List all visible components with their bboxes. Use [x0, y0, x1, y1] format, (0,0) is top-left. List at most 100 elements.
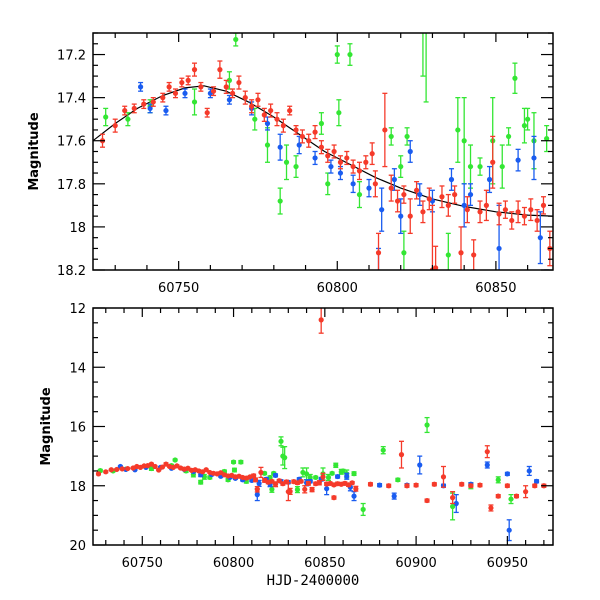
- data-point-green: [508, 493, 514, 505]
- data-point-red: [316, 480, 322, 486]
- marker: [512, 75, 518, 81]
- marker: [477, 163, 483, 170]
- marker: [483, 202, 489, 208]
- data-point-red: [440, 465, 447, 488]
- data-point-red: [344, 150, 350, 166]
- marker: [453, 500, 459, 507]
- marker: [398, 452, 405, 458]
- marker: [333, 462, 339, 468]
- data-point-red: [203, 467, 209, 473]
- data-point-blue: [531, 135, 537, 181]
- marker: [459, 481, 465, 487]
- marker: [251, 473, 257, 479]
- marker: [509, 310, 514, 315]
- data-point-green: [198, 479, 204, 485]
- data-point-red: [198, 81, 204, 92]
- data-point-red: [141, 99, 147, 110]
- data-point-blue: [277, 133, 283, 161]
- marker: [226, 77, 233, 83]
- data-point-red: [367, 481, 374, 487]
- marker: [230, 459, 237, 465]
- marker: [495, 477, 501, 483]
- axes-frame: [92, 307, 554, 546]
- marker: [299, 133, 305, 140]
- marker: [484, 462, 490, 468]
- marker: [252, 116, 258, 122]
- data-point-red: [249, 99, 255, 114]
- plot-area: [93, 33, 593, 402]
- marker: [560, 397, 565, 402]
- marker: [264, 120, 271, 127]
- data-point-red: [280, 118, 286, 133]
- marker: [532, 483, 538, 489]
- marker: [141, 101, 147, 107]
- data-point-blue: [515, 148, 521, 172]
- data-point-green: [325, 172, 331, 196]
- marker: [303, 471, 310, 477]
- marker: [375, 250, 382, 256]
- data-point-red: [401, 185, 407, 204]
- marker: [280, 453, 286, 459]
- data-point-red: [464, 196, 470, 224]
- marker: [156, 467, 162, 473]
- marker: [298, 478, 304, 484]
- marker: [484, 449, 490, 455]
- data-point-red: [509, 211, 515, 230]
- marker: [458, 250, 464, 256]
- marker: [312, 129, 318, 135]
- panel-top: 60750 60800 60850 17.2 17.4 17.6 17.8 18 18.2 Mag…: [27, 32, 593, 402]
- data-point-blue: [163, 105, 169, 116]
- marker: [125, 465, 131, 472]
- marker: [108, 467, 114, 473]
- marker: [283, 159, 290, 165]
- data-point-red: [426, 187, 432, 211]
- marker: [424, 422, 430, 428]
- marker: [588, 220, 593, 225]
- marker: [305, 480, 311, 486]
- x-tick-label: 60800: [317, 281, 358, 296]
- y-tick-label: 18: [69, 221, 86, 236]
- data-point-red: [496, 202, 502, 226]
- data-point-blue: [137, 81, 144, 92]
- data-point-green: [388, 127, 394, 146]
- marker: [318, 317, 324, 323]
- marker: [252, 477, 259, 483]
- data-point-blue: [391, 492, 397, 500]
- marker: [356, 191, 363, 198]
- data-point-blue: [312, 150, 318, 166]
- marker: [350, 163, 356, 170]
- data-point-blue: [544, 269, 550, 270]
- marker: [254, 486, 260, 492]
- data-point-red: [523, 485, 529, 499]
- marker: [401, 250, 407, 256]
- marker: [455, 127, 461, 133]
- series-green: [103, 33, 565, 402]
- data-point-green: [278, 436, 284, 447]
- marker: [515, 157, 521, 163]
- marker: [537, 235, 543, 241]
- marker: [417, 462, 423, 468]
- data-point-green: [125, 112, 131, 127]
- marker: [114, 466, 120, 473]
- data-point-red: [254, 485, 260, 493]
- marker: [229, 90, 236, 96]
- marker: [439, 194, 445, 200]
- marker: [404, 483, 410, 489]
- marker: [226, 97, 233, 103]
- marker: [513, 493, 520, 499]
- marker: [526, 468, 532, 474]
- marker: [203, 467, 209, 473]
- data-point-green: [231, 467, 238, 473]
- data-point-blue: [335, 473, 341, 480]
- marker: [249, 103, 255, 109]
- marker: [495, 493, 501, 499]
- data-point-blue: [486, 165, 493, 194]
- marker: [468, 483, 474, 489]
- data-point-red: [312, 124, 318, 140]
- data-point-red: [459, 481, 465, 487]
- data-point-red: [509, 302, 514, 324]
- marker: [448, 176, 455, 183]
- data-point-red: [255, 92, 261, 107]
- data-point-green: [318, 112, 325, 135]
- data-point-red: [573, 205, 578, 227]
